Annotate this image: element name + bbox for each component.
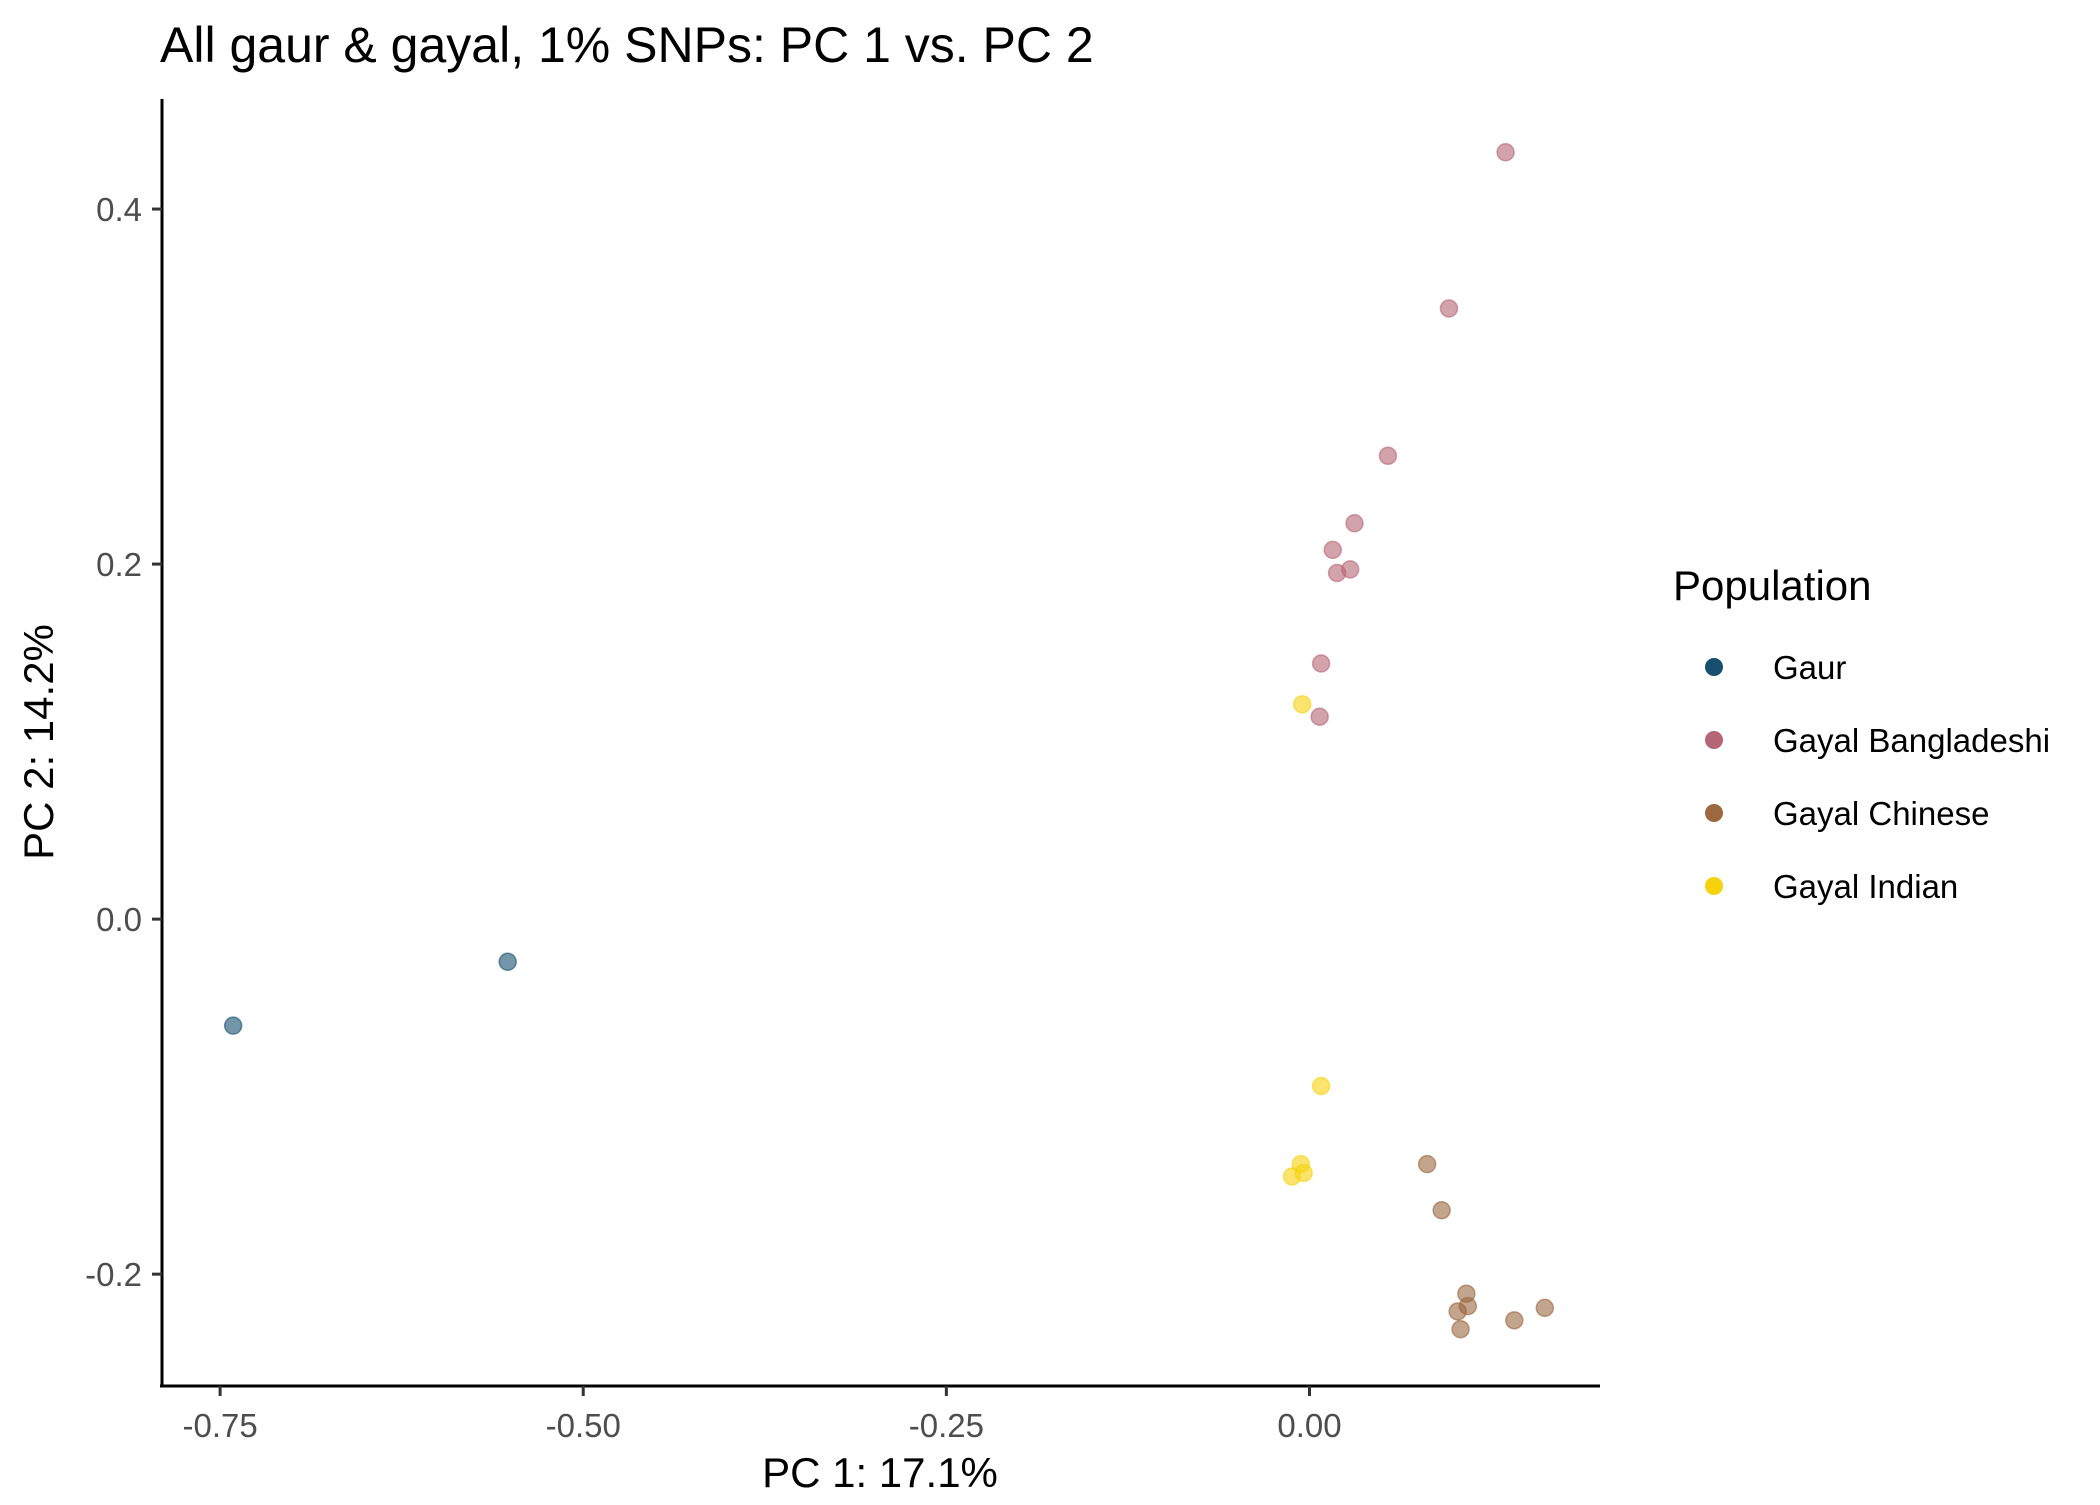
legend-label-gayal-bangladeshi: Gayal Bangladeshi xyxy=(1773,722,2050,759)
y-axis-title: PC 2: 14.2% xyxy=(15,624,62,860)
legend: Gaur Gayal Bangladeshi Gayal Chinese Gayal … xyxy=(1705,649,2050,905)
data-point-gaur xyxy=(498,952,517,971)
data-point-gayal-chinese xyxy=(1505,1311,1524,1330)
legend-key-gaur xyxy=(1705,658,1723,676)
data-point-gayal-bangladeshi xyxy=(1327,563,1347,583)
data-point-gaur xyxy=(223,1016,243,1035)
y-tick-label: 0.0 xyxy=(96,901,142,938)
y-tick-label: -0.2 xyxy=(85,1256,142,1293)
x-axis-title: PC 1: 17.1% xyxy=(762,1449,998,1496)
data-point-gayal-indian xyxy=(1292,695,1312,714)
legend-label-gayal-indian: Gayal Indian xyxy=(1773,868,1958,905)
legend-key-gayal-chinese xyxy=(1705,804,1723,822)
data-point-gayal-bangladeshi xyxy=(1310,707,1329,727)
x-tick-label: -0.25 xyxy=(909,1407,984,1444)
y-tick-label: 0.4 xyxy=(96,191,142,228)
x-tick-label: 0.00 xyxy=(1277,1407,1341,1444)
data-point-gayal-chinese xyxy=(1432,1201,1451,1220)
legend-title: Population xyxy=(1673,562,1872,609)
legend-label-gayal-chinese: Gayal Chinese xyxy=(1773,795,1989,832)
axis-ticks: -0.75 -0.50 -0.25 0.00 -0.2 0.0 0.2 0.4 xyxy=(85,191,1341,1444)
data-point-gayal-chinese xyxy=(1535,1298,1555,1318)
data-point-gayal-bangladeshi xyxy=(1496,143,1515,162)
data-point-gayal-bangladeshi xyxy=(1311,654,1331,673)
data-point-gayal-chinese xyxy=(1417,1154,1437,1174)
data-point-gayal-bangladeshi xyxy=(1378,446,1398,466)
data-point-gayal-indian xyxy=(1282,1167,1302,1186)
plot-area xyxy=(223,143,1555,1339)
legend-key-gayal-bangladeshi xyxy=(1705,731,1723,749)
data-point-gayal-chinese xyxy=(1451,1319,1470,1339)
legend-label-gaur: Gaur xyxy=(1773,649,1846,686)
x-tick-label: -0.75 xyxy=(182,1407,257,1444)
legend-key-gayal-indian xyxy=(1705,877,1723,895)
data-point-gayal-chinese xyxy=(1448,1302,1467,1321)
data-point-gayal-bangladeshi xyxy=(1439,299,1459,318)
x-tick-label: -0.50 xyxy=(546,1407,621,1444)
y-tick-label: 0.2 xyxy=(96,546,142,583)
data-point-gayal-indian xyxy=(1311,1076,1331,1096)
data-point-gayal-bangladeshi xyxy=(1345,514,1364,533)
chart-title: All gaur & gayal, 1% SNPs: PC 1 vs. PC 2 xyxy=(160,17,1094,73)
data-point-gayal-bangladeshi xyxy=(1323,540,1342,560)
